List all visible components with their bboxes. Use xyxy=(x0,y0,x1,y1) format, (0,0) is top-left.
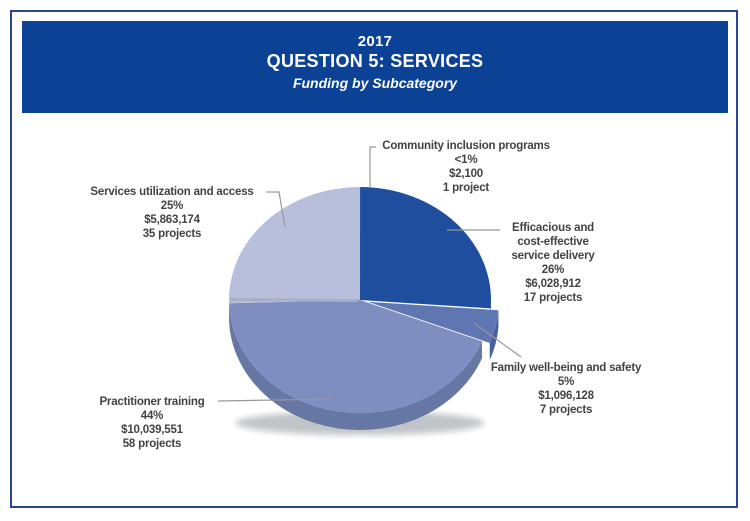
header-year: 2017 xyxy=(357,33,393,50)
slice-projects: 35 projects xyxy=(142,228,202,240)
slice-label: Services utilization and access xyxy=(90,186,254,198)
pie-rim-3 xyxy=(229,303,482,431)
slice-label: Practitioner training xyxy=(99,396,205,408)
slice-projects: 7 projects xyxy=(539,404,593,416)
slice-label: Efficacious and xyxy=(512,222,594,234)
callout-community-inclusion: Community inclusion programs <1% $2,100 … xyxy=(382,139,550,195)
pie-slice-2 xyxy=(367,301,499,344)
callout-practitioner-training: Practitioner training 44% $10,039,551 58… xyxy=(99,395,204,451)
leader-line-community xyxy=(369,146,376,187)
pie-slice-4 xyxy=(228,187,360,304)
slice-label: Family well-being and safety xyxy=(490,362,642,374)
leader-line-practitioner xyxy=(217,398,334,402)
pie-divider-line xyxy=(229,298,359,302)
slice-percent: 5% xyxy=(557,376,575,388)
callout-services-utilization: Services utilization and access 25% $5,8… xyxy=(90,185,253,241)
slice-label: cost-effective xyxy=(517,236,589,248)
pie-slice-3 xyxy=(229,300,482,414)
slice-percent: 25% xyxy=(160,200,184,212)
slice-label: Community inclusion programs xyxy=(382,140,550,152)
slice-projects: 58 projects xyxy=(122,438,182,450)
slice-projects: 17 projects xyxy=(523,292,583,304)
slice-label: service delivery xyxy=(511,250,595,262)
slice-projects: 1 project xyxy=(442,182,490,194)
header-title: QUESTION 5: SERVICES xyxy=(266,51,484,71)
callout-family-wellbeing: Family well-being and safety 5% $1,096,1… xyxy=(490,361,642,417)
pie-rim-2 xyxy=(489,310,499,361)
slice-percent: 44% xyxy=(140,410,164,422)
callout-efficacious-delivery: Efficacious and cost-effective service d… xyxy=(511,221,594,305)
leader-line-services xyxy=(266,191,286,228)
slice-percent: 26% xyxy=(541,264,565,276)
slice-amount: $2,100 xyxy=(449,168,483,180)
leader-lines xyxy=(217,146,522,402)
slice-percent: <1% xyxy=(454,154,478,166)
leader-line-family xyxy=(473,322,522,358)
slice-amount: $1,096,128 xyxy=(538,390,594,402)
pie-slice-1 xyxy=(360,187,492,309)
slice-amount: $6,028,912 xyxy=(525,278,581,290)
slice-amount: $5,863,174 xyxy=(144,214,200,226)
header-banner: 2017 QUESTION 5: SERVICES Funding by Sub… xyxy=(22,21,728,113)
pie-slices xyxy=(228,187,499,431)
slice-amount: $10,039,551 xyxy=(121,424,183,436)
header-subtitle: Funding by Subcategory xyxy=(292,75,458,91)
